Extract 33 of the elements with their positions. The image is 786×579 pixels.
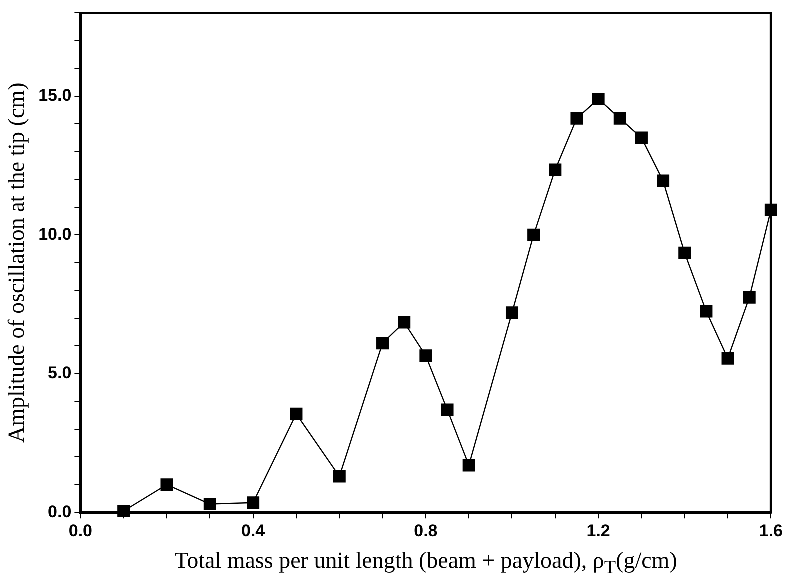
point	[462, 459, 476, 472]
point	[376, 337, 390, 350]
y-axis-title: Amplitude of oscillation at the tip (cm)	[4, 82, 29, 444]
y-tick-label: 0.0	[48, 502, 72, 522]
point	[678, 246, 692, 260]
point	[333, 470, 346, 483]
y-tick-label: 10.0	[38, 224, 72, 244]
point	[657, 174, 670, 188]
point	[722, 352, 734, 365]
x-tick-label: 1.6	[759, 521, 784, 540]
point	[398, 316, 411, 329]
x-tick-label: 0.4	[241, 521, 266, 540]
point	[592, 92, 605, 106]
point	[160, 478, 174, 492]
point	[528, 228, 540, 242]
x-axis-title: Total mass per unit length (beam + payload), ρ$_{T}$(g/cm)	[174, 548, 678, 579]
y-tick-label: 5.0	[48, 364, 72, 383]
point	[290, 408, 303, 420]
point	[549, 164, 562, 176]
point	[700, 305, 713, 318]
point	[420, 350, 432, 362]
x-tick-label: 0.8	[414, 521, 438, 540]
point	[204, 498, 216, 511]
point	[441, 404, 454, 416]
point	[614, 112, 626, 125]
x-tick-label: 0.0	[68, 521, 93, 540]
point	[247, 496, 260, 510]
point	[570, 112, 584, 125]
y-tick-label: 15.0	[38, 86, 72, 106]
point	[635, 132, 648, 144]
point	[743, 291, 756, 304]
x-tick-label: 1.2	[586, 521, 610, 540]
point	[506, 306, 519, 320]
